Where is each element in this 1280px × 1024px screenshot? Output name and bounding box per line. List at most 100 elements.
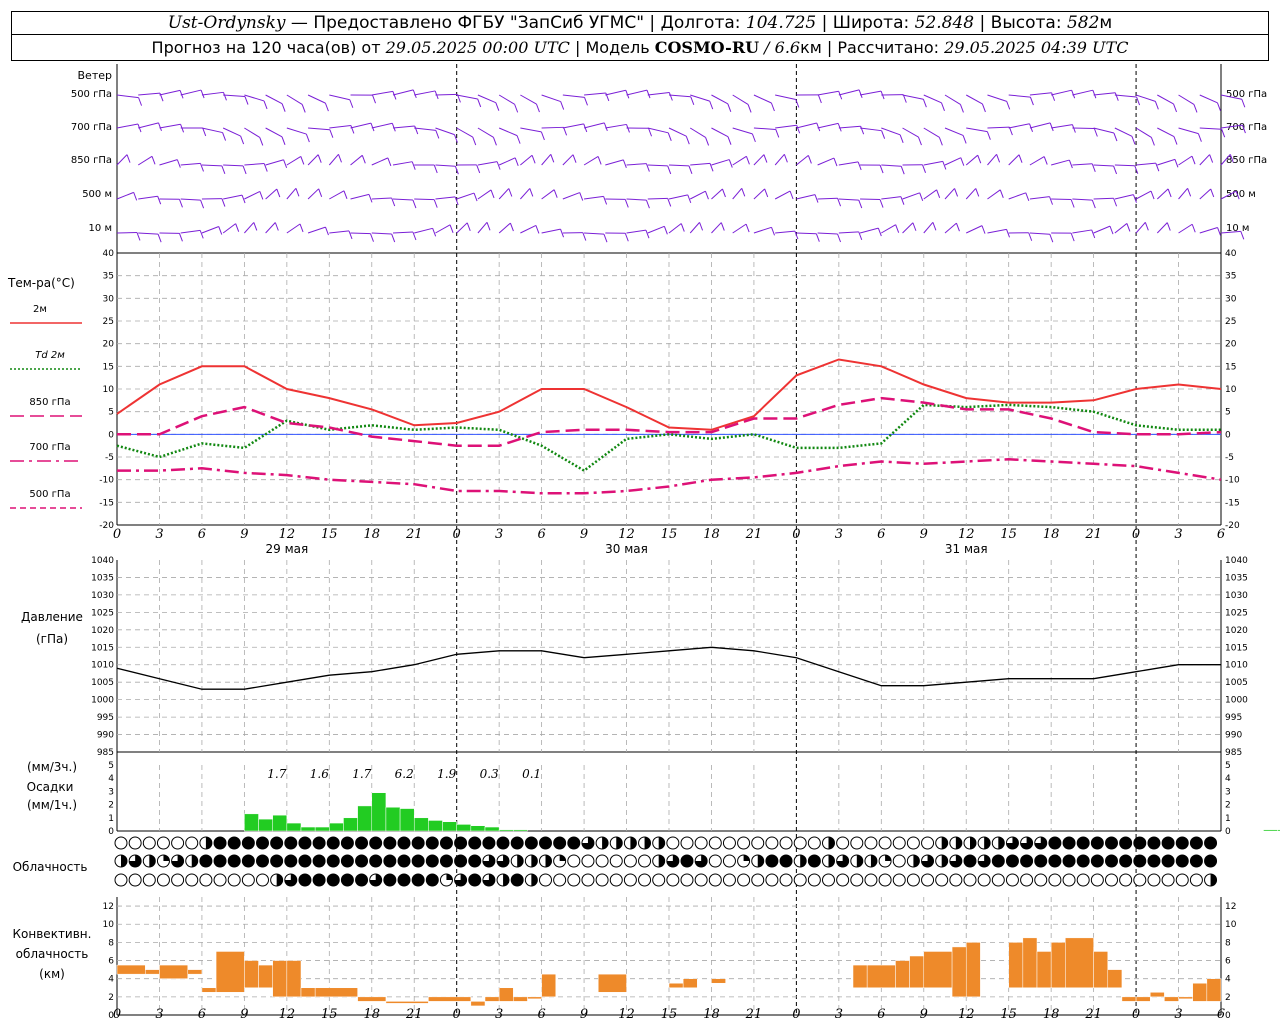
wind-barb-staff — [498, 222, 511, 234]
wind-barb — [1029, 156, 1048, 166]
wind-barb-staff — [711, 94, 729, 105]
conv-bar — [668, 982, 684, 989]
precip-bar — [484, 826, 500, 832]
cloud-circle — [1020, 873, 1034, 887]
wind-barb — [944, 94, 964, 113]
cloud-circle — [1189, 854, 1203, 868]
cloud-symbol — [581, 873, 595, 887]
wind-barb — [1157, 127, 1178, 145]
wind-barb-flag — [529, 188, 534, 197]
wind-barb-staff — [732, 127, 753, 135]
cloud-circle — [680, 873, 694, 887]
wind-barb-staff — [881, 224, 896, 234]
wind-barb-staff — [435, 196, 456, 200]
cloud-fill — [921, 855, 934, 867]
wind-barb-flag — [531, 155, 536, 164]
wind-barb-flag — [1092, 90, 1097, 99]
wind-barb — [392, 125, 419, 135]
wind-barb-flag — [751, 133, 756, 143]
hour-label: 9 — [920, 527, 928, 542]
cloud-symbol — [312, 854, 326, 868]
precip-axis-tick-right: 3 — [1225, 787, 1231, 797]
wind-barb-staff — [860, 198, 881, 201]
wind-barb-flag — [645, 229, 650, 239]
pressure-axis-tick-left: 1035 — [91, 573, 114, 583]
precip-bar — [428, 820, 443, 832]
wind-barb-flag — [917, 136, 922, 146]
temp-axis-tick-left: 20 — [103, 340, 115, 350]
wind-barb-staff — [838, 125, 861, 129]
wind-barb-staff — [138, 232, 159, 235]
wind-barb — [944, 157, 965, 166]
wind-barb — [201, 164, 226, 175]
wind-barb — [584, 232, 608, 243]
precip-bar — [442, 821, 457, 832]
day-label: 31 мая — [945, 542, 988, 556]
wind-barb — [329, 230, 353, 240]
wind-barb — [371, 122, 396, 132]
cloud-symbol — [666, 836, 680, 850]
wind-barb-staff — [966, 225, 983, 234]
cloud-symbol — [171, 836, 185, 850]
cloud-fill — [949, 855, 962, 867]
wind-barb-flag — [1191, 224, 1196, 233]
cloud-symbol — [1119, 873, 1133, 887]
cloud-circle — [482, 836, 496, 850]
hour-label: 0 — [453, 527, 461, 542]
wind-level-right: 10 м — [1226, 223, 1249, 234]
cloud-symbol — [694, 836, 708, 850]
precip-bar — [272, 814, 288, 832]
wind-barb-flag — [516, 135, 521, 144]
cloud-fill — [666, 855, 679, 867]
wind-barb-flag — [1018, 154, 1023, 163]
wind-barb-staff — [689, 222, 700, 234]
cloud-circle — [623, 873, 637, 887]
precip-total: 1.9 — [437, 767, 456, 781]
lon-label: Долгота: — [660, 13, 741, 33]
temp-axis-tick-left: -20 — [99, 521, 114, 531]
wind-barb-staff — [753, 154, 765, 166]
wind-barb — [541, 126, 568, 136]
wind-barb — [498, 127, 521, 144]
cloud-circle — [567, 836, 581, 850]
cloud-symbol — [595, 873, 609, 887]
cloud-symbol — [397, 873, 411, 887]
wind-barb-flag — [663, 226, 668, 235]
cloud-symbol — [1204, 836, 1218, 850]
wind-barb — [881, 164, 905, 175]
wind-barb — [817, 197, 842, 207]
wind-barb — [923, 189, 941, 200]
cloud-circle — [722, 836, 736, 850]
wind-barb — [329, 94, 354, 108]
cloud-circle — [185, 873, 199, 887]
cloud-circle — [142, 873, 156, 887]
cloud-circle — [355, 854, 369, 868]
wind-barb — [1156, 222, 1171, 234]
wind-barb-flag — [1133, 194, 1137, 203]
wind-barb-staff — [944, 188, 955, 200]
wind-barb-flag — [922, 164, 927, 173]
cloud-symbol — [765, 836, 779, 850]
wind-barb — [944, 188, 959, 200]
wind-barb-flag — [1043, 156, 1048, 165]
wind-barb-staff — [1114, 164, 1135, 167]
wind-barb — [1051, 159, 1073, 169]
wind-barb-flag — [553, 189, 558, 198]
hour-label: 21 — [1084, 1007, 1102, 1022]
wind-barb-flag — [560, 228, 565, 238]
cloud-symbol — [878, 836, 892, 850]
conv-bar — [1093, 951, 1109, 989]
cloud-symbol — [751, 836, 765, 850]
wind-barb — [1029, 196, 1053, 205]
wind-barb-flag — [1216, 102, 1221, 112]
wind-barb-flag — [412, 89, 417, 99]
wind-barb-staff — [1220, 94, 1242, 100]
wind-barb-staff — [944, 157, 962, 166]
wind-level-left: 500 м — [82, 189, 112, 200]
wind-barb-flag — [370, 233, 374, 242]
wind-barb-flag — [263, 100, 268, 110]
precip-axis-tick-right: 2 — [1225, 801, 1231, 811]
wind-barb-flag — [349, 99, 354, 108]
wind-barb-staff — [477, 221, 488, 234]
cloud-circle — [1090, 836, 1104, 850]
